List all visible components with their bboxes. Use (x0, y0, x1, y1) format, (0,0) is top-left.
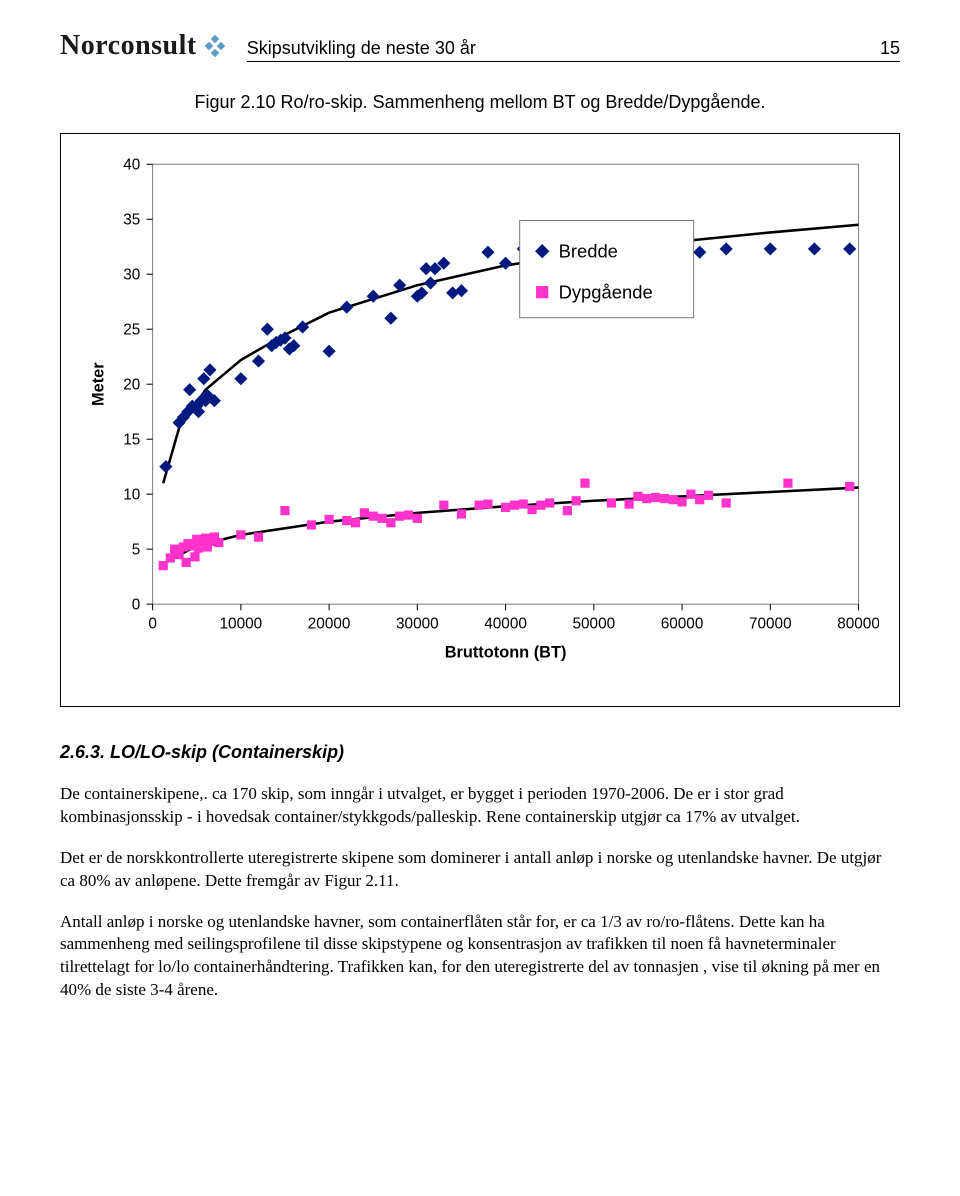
page-number: 15 (880, 38, 900, 59)
svg-text:60000: 60000 (661, 616, 704, 633)
paragraph: Antall anløp i norske og utenlandske hav… (60, 911, 900, 1003)
svg-text:10000: 10000 (220, 616, 263, 633)
svg-text:10: 10 (123, 486, 140, 503)
running-header: Skipsutvikling de neste 30 år 15 (247, 38, 900, 62)
svg-text:5: 5 (132, 541, 141, 558)
svg-text:25: 25 (123, 321, 140, 338)
svg-text:15: 15 (123, 431, 140, 448)
page-header: Norconsult Skipsutvikling de neste 30 år… (60, 30, 900, 62)
svg-text:Dypgående: Dypgående (559, 281, 653, 302)
svg-text:20: 20 (123, 376, 140, 393)
svg-text:Bredde: Bredde (559, 240, 618, 261)
svg-text:Bruttotonn (BT): Bruttotonn (BT) (445, 643, 567, 661)
logo-text: Norconsult (60, 30, 197, 62)
body-text: De containerskipene,. ca 170 skip, som i… (60, 783, 900, 1003)
svg-text:50000: 50000 (573, 616, 616, 633)
svg-text:30000: 30000 (396, 616, 439, 633)
chart-container: 0 10000 20000 30000 40000 50000 60000 70000 8000… (60, 133, 900, 707)
running-title: Skipsutvikling de neste 30 år (247, 38, 476, 59)
logo-diamond-icon (203, 34, 227, 58)
figure-caption: Figur 2.10 Ro/ro-skip. Sammenheng mellom… (60, 92, 900, 113)
svg-text:35: 35 (123, 211, 140, 228)
svg-text:0: 0 (148, 616, 157, 633)
section-heading: 2.6.3. LO/LO-skip (Containerskip) (60, 742, 900, 763)
svg-text:30: 30 (123, 266, 140, 283)
svg-text:70000: 70000 (749, 616, 792, 633)
svg-text:Meter: Meter (90, 362, 108, 406)
svg-text:40: 40 (123, 156, 140, 173)
logo: Norconsult (60, 30, 227, 62)
paragraph: Det er de norskkontrollerte uteregistrer… (60, 847, 900, 893)
svg-text:80000: 80000 (837, 616, 879, 633)
svg-text:40000: 40000 (484, 616, 527, 633)
paragraph: De containerskipene,. ca 170 skip, som i… (60, 783, 900, 829)
scatter-chart: 0 10000 20000 30000 40000 50000 60000 70000 8000… (81, 154, 879, 676)
svg-text:0: 0 (132, 596, 141, 613)
svg-text:20000: 20000 (308, 616, 351, 633)
